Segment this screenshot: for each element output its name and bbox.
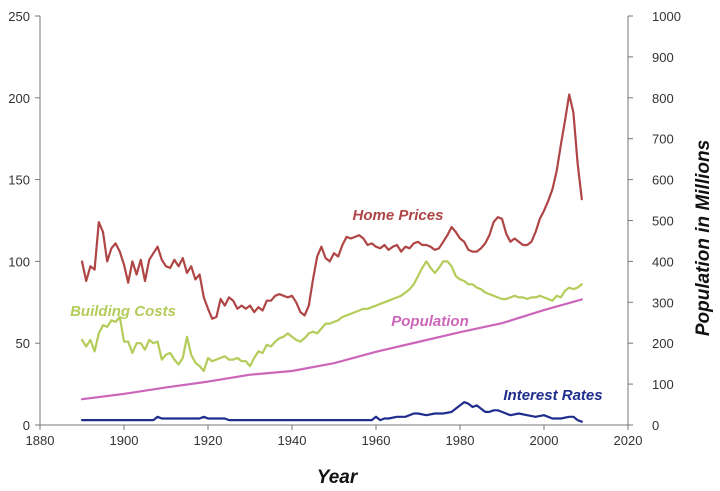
y-tick-label: 150: [8, 173, 30, 188]
y2-tick-label: 1000: [652, 9, 681, 24]
y-axis-right-ticks: 0 100 200 300 400 500 600 700 800 900 1000: [628, 9, 681, 433]
y-axis-left-ticks: 0 50 100 150 200 250: [8, 9, 40, 433]
y2-tick-label: 400: [652, 254, 674, 269]
y2-tick-label: 700: [652, 132, 674, 147]
y2-tick-label: 0: [652, 418, 659, 433]
x-tick-label: 1960: [362, 433, 391, 448]
y2-tick-label: 500: [652, 214, 674, 229]
y-tick-label: 100: [8, 254, 30, 269]
x-tick-label: 1900: [110, 433, 139, 448]
series-label-home-prices: Home Prices: [353, 207, 444, 224]
y2-tick-label: 600: [652, 173, 674, 188]
series-label-interest-rates: Interest Rates: [503, 387, 602, 404]
y2-tick-label: 100: [652, 377, 674, 392]
y2-tick-label: 800: [652, 91, 674, 106]
x-axis-title: Year: [317, 467, 359, 488]
x-axis-ticks: 1880 1900 1920 1940 1960 1980 2000 2020: [26, 425, 643, 448]
series-line-population: [80, 298, 583, 401]
series-line-building-costs: [80, 260, 583, 373]
series-lines: [80, 93, 583, 423]
x-tick-label: 1920: [194, 433, 223, 448]
y2-tick-label: 200: [652, 336, 674, 351]
x-tick-label: 1940: [278, 433, 307, 448]
y2-tick-label: 300: [652, 295, 674, 310]
x-tick-label: 1880: [26, 433, 55, 448]
y-tick-label: 0: [23, 418, 30, 433]
y-tick-label: 250: [8, 9, 30, 24]
x-tick-label: 2020: [614, 433, 643, 448]
y2-axis-title: Population in Millions: [693, 140, 714, 336]
series-label-population: Population: [391, 313, 469, 330]
series-line-home-prices: [80, 93, 583, 320]
y-tick-label: 50: [16, 336, 30, 351]
y-tick-label: 200: [8, 91, 30, 106]
series-line-interest-rates: [80, 401, 583, 423]
x-tick-label: 2000: [530, 433, 559, 448]
series-labels: Home Prices Building Costs Population Inter…: [70, 207, 603, 404]
y2-tick-label: 900: [652, 50, 674, 65]
series-label-building-costs: Building Costs: [70, 303, 176, 320]
x-tick-label: 1980: [446, 433, 475, 448]
